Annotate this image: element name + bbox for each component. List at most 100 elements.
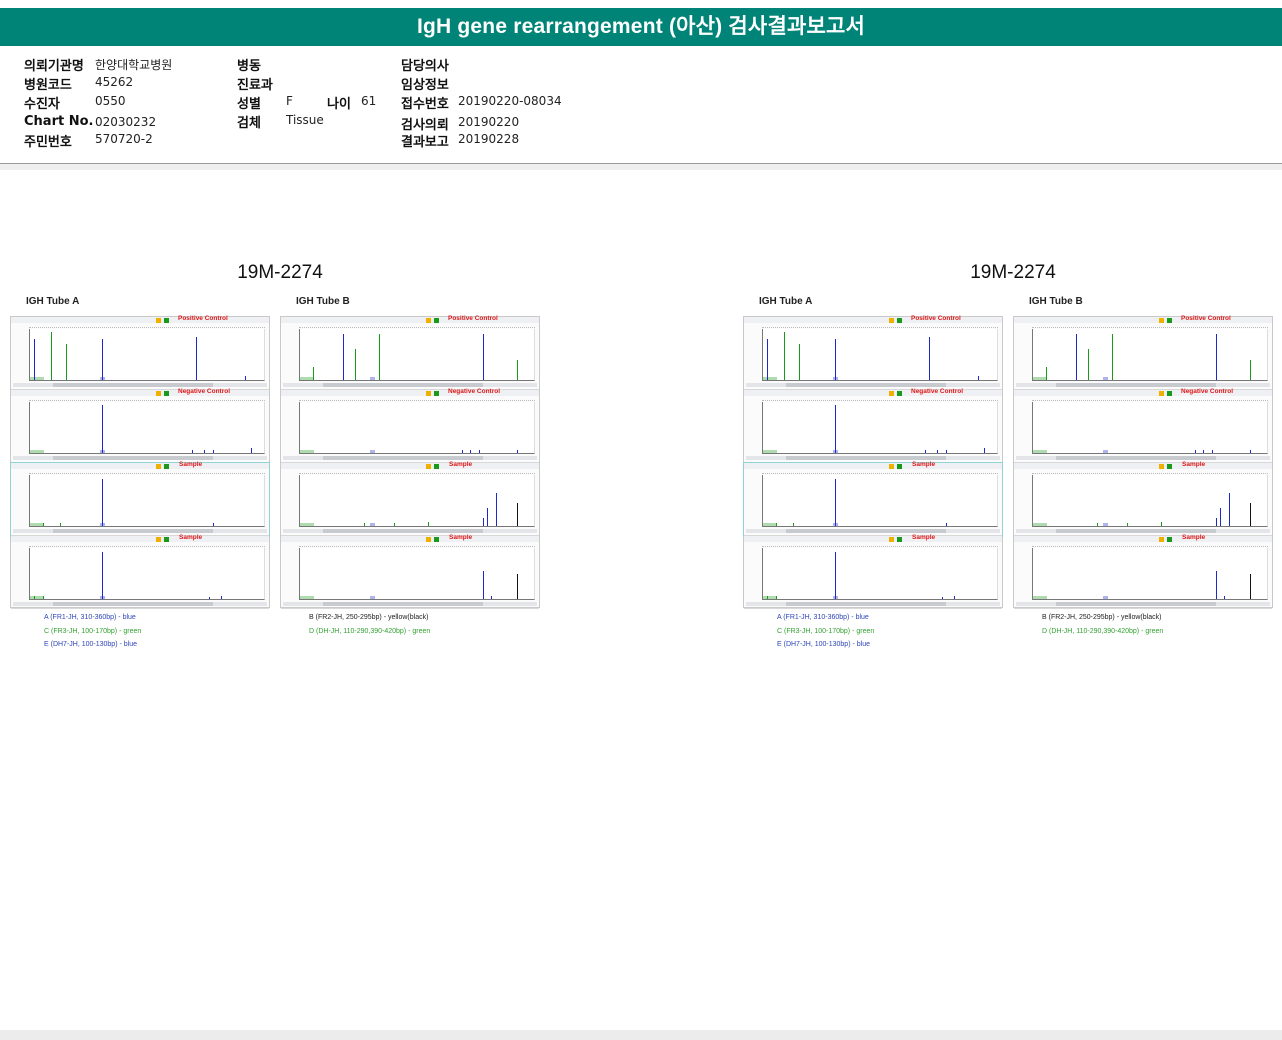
baseline-noise (763, 523, 997, 526)
peak (51, 331, 53, 380)
legend-entry: C (FR3-JH, 100-170bp) - green (777, 627, 875, 635)
trace-plot (299, 548, 535, 600)
peak (221, 596, 223, 599)
baseline-noise (300, 377, 534, 380)
trace-scrollbar (13, 602, 267, 606)
trace-plot (299, 475, 535, 527)
peak (487, 508, 489, 526)
trace-scrollbar (1016, 383, 1270, 387)
peak (378, 334, 380, 380)
dye-marker (434, 464, 439, 469)
size-scale (762, 325, 998, 328)
peak (924, 450, 926, 453)
size-scale (762, 544, 998, 547)
trace-label: Sample (912, 461, 936, 468)
peak (1160, 521, 1162, 526)
legend-entry: D (DH-JH, 110-290,390-420bp) - green (1042, 627, 1164, 635)
size-scale (762, 471, 998, 474)
trace-label: Positive Control (448, 315, 498, 322)
trace-plot (762, 475, 998, 527)
dye-marker (1167, 318, 1172, 323)
trace-scrollbar (1016, 529, 1270, 533)
legend-entry: B (FR2-JH, 250-295bp) - yellow(black) (1042, 614, 1162, 621)
peak (984, 447, 986, 453)
peak (1215, 570, 1217, 599)
peak (427, 521, 429, 526)
size-scale (29, 471, 265, 474)
trace-label: Negative Control (448, 388, 501, 395)
peak (495, 492, 497, 526)
receipt-no-value: 20190220-08034 (458, 94, 562, 108)
trace-panel: Sample (281, 534, 539, 609)
trace-label: Positive Control (178, 315, 228, 322)
peak (1194, 450, 1196, 453)
size-scale (29, 544, 265, 547)
size-scale (762, 398, 998, 401)
receipt-no-label: 접수번호 (401, 97, 449, 112)
size-scale (299, 471, 535, 474)
size-scale (299, 325, 535, 328)
peak (1211, 450, 1213, 453)
peak (393, 522, 395, 526)
report-date-label: 결과보고 (401, 135, 449, 150)
size-scale (1032, 471, 1268, 474)
peak (1228, 492, 1230, 526)
hospital-code-value: 45262 (95, 75, 134, 89)
department-label: 진료과 (237, 78, 273, 93)
trace-panel: Positive Control (744, 315, 1062, 390)
trace-header (744, 536, 1002, 542)
dye-marker (164, 537, 169, 542)
trace-plot (1032, 548, 1268, 600)
dye-marker (426, 391, 431, 396)
dye-marker (156, 464, 161, 469)
trace-scrollbar (746, 529, 1000, 533)
peak (937, 449, 939, 453)
trace-plot (29, 475, 265, 527)
baseline-noise (763, 596, 997, 599)
peak (195, 336, 197, 380)
trace-scrollbar (283, 529, 537, 533)
divider-band (0, 164, 1282, 170)
doctor-label: 담당의사 (401, 59, 449, 74)
patient-value: 0550 (95, 94, 126, 108)
dye-marker (889, 537, 894, 542)
chart-no-label: Chart No. (24, 114, 94, 129)
peak (516, 449, 518, 453)
peak (1249, 449, 1251, 453)
peak (767, 596, 769, 599)
peak (478, 450, 480, 453)
peak (775, 522, 777, 526)
dye-marker (434, 537, 439, 542)
trace-panel: Sample (1014, 461, 1272, 536)
peak (363, 523, 365, 526)
trace-plot (1032, 329, 1268, 381)
baseline-noise (300, 523, 534, 526)
trace-label: Positive Control (911, 315, 961, 322)
age-label: 나이 (327, 97, 351, 112)
trace-header (11, 317, 269, 323)
ighr-report-figure: 19M-2274 IGH Tube A Positive Control Negati… (10, 258, 550, 658)
trace-scrollbar (13, 383, 267, 387)
trace-plot (299, 402, 535, 454)
dye-marker (1159, 391, 1164, 396)
legend-entry: D (DH-JH, 110-290,390-420bp) - green (309, 627, 431, 635)
trace-header (11, 390, 269, 396)
trace-label: Sample (449, 534, 473, 541)
dye-marker (1159, 537, 1164, 542)
trace-panel: Negative Control (744, 388, 1002, 463)
trace-plot (762, 402, 998, 454)
sex-value: F (286, 94, 293, 108)
trace-header (1014, 536, 1272, 542)
clinical-label: 임상정보 (401, 78, 449, 93)
trace-panel: Positive Control (281, 315, 539, 390)
size-scale (29, 325, 265, 328)
size-scale (29, 398, 265, 401)
tube-a-legend: A (FR1-JH, 310-360bp) - blue C (FR3-JH, 1… (44, 611, 141, 652)
resident-no-value: 570720-2 (95, 132, 153, 146)
trace-header (281, 536, 539, 542)
trace-header (744, 317, 1002, 323)
institution-value: 한양대학교병원 (95, 58, 173, 72)
baseline-noise (30, 523, 264, 526)
peak (516, 503, 518, 526)
